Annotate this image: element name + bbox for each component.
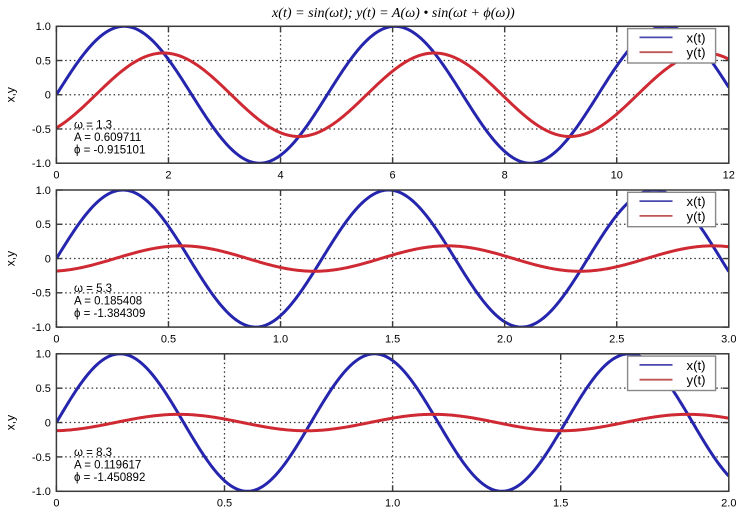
svg-text:1.0: 1.0 [36,349,51,361]
svg-text:x,y: x,y [4,251,18,266]
svg-text:x(t): x(t) [687,30,706,45]
svg-text:8: 8 [502,169,508,181]
svg-text:ω = 5.3: ω = 5.3 [74,283,112,295]
svg-text:1.0: 1.0 [36,185,51,197]
svg-text:0: 0 [53,498,59,510]
svg-text:2.0: 2.0 [497,333,512,345]
svg-text:0.5: 0.5 [36,55,51,67]
svg-text:1.0: 1.0 [36,21,51,33]
svg-text:0: 0 [45,417,51,429]
svg-text:y(t): y(t) [687,373,706,388]
svg-text:1.0: 1.0 [385,498,400,510]
svg-text:ω = 8.3: ω = 8.3 [74,447,112,459]
svg-text:A = 0.119617: A = 0.119617 [74,459,141,471]
svg-text:0: 0 [53,169,59,181]
svg-text:y(t): y(t) [687,209,706,224]
svg-text:-1.0: -1.0 [32,158,51,170]
svg-text:x,y: x,y [4,415,18,430]
svg-text:-0.5: -0.5 [32,124,51,136]
svg-text:2: 2 [165,169,171,181]
svg-text:4: 4 [277,169,283,181]
svg-text:6: 6 [390,169,396,181]
svg-text:1.5: 1.5 [385,333,400,345]
svg-text:1.0: 1.0 [273,333,288,345]
svg-text:2.5: 2.5 [609,333,624,345]
svg-text:ϕ = -0.915101: ϕ = -0.915101 [74,145,145,157]
svg-text:0: 0 [53,333,59,345]
svg-text:-0.5: -0.5 [32,288,51,300]
svg-text:ϕ = -1.384309: ϕ = -1.384309 [74,308,145,320]
svg-text:0: 0 [45,90,51,102]
svg-text:x(t) = sin(ωt); y(t) = A(ω) •: x(t) = sin(ωt); y(t) = A(ω) • sin(ωt + ϕ… [271,5,515,21]
svg-text:0.5: 0.5 [161,333,176,345]
svg-text:0.5: 0.5 [36,219,51,231]
svg-text:0.5: 0.5 [36,383,51,395]
svg-text:1.5: 1.5 [553,498,568,510]
svg-text:-1.0: -1.0 [32,322,51,334]
svg-text:A = 0.185408: A = 0.185408 [74,296,142,308]
svg-text:x(t): x(t) [687,194,706,209]
svg-text:x,y: x,y [4,87,18,102]
svg-text:ω = 1.3: ω = 1.3 [74,119,112,131]
svg-text:ϕ = -1.450892: ϕ = -1.450892 [74,472,145,484]
svg-text:-1.0: -1.0 [32,486,51,498]
svg-text:x(t): x(t) [687,358,706,373]
svg-text:y(t): y(t) [687,45,706,60]
svg-text:A = 0.609711: A = 0.609711 [74,132,141,144]
svg-text:-0.5: -0.5 [32,452,51,464]
svg-text:10: 10 [611,169,623,181]
svg-text:3.0: 3.0 [721,333,736,345]
svg-text:0: 0 [45,253,51,265]
svg-text:12: 12 [723,169,735,181]
svg-text:2.0: 2.0 [721,498,736,510]
svg-text:0.5: 0.5 [217,498,232,510]
